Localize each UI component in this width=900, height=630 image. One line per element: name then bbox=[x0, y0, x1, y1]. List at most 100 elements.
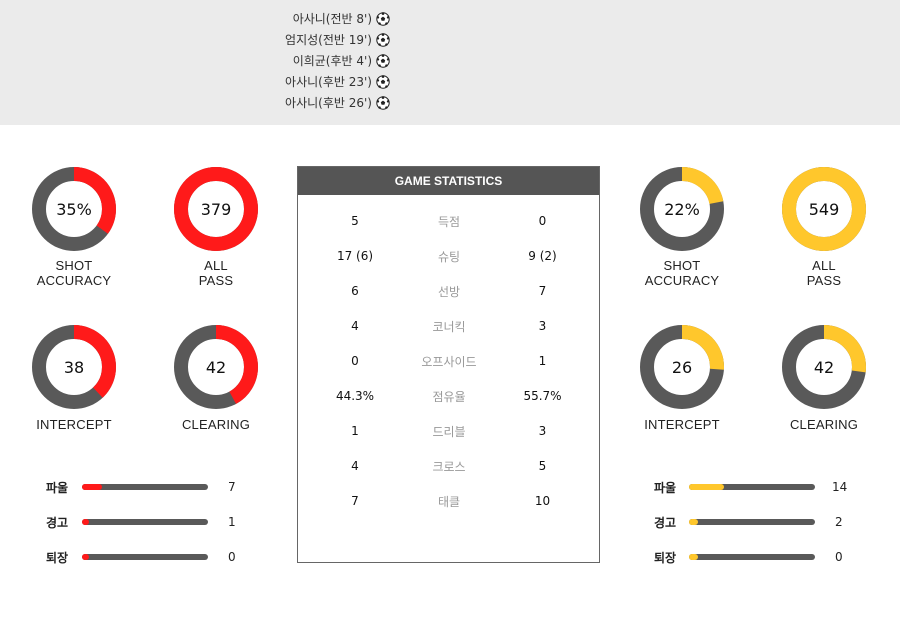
game-statistics-title: GAME STATISTICS bbox=[298, 167, 599, 195]
bar-label: 파울 bbox=[46, 480, 69, 495]
donut-arc bbox=[782, 167, 866, 251]
donut-value: 549 bbox=[808, 199, 840, 219]
bar-value: 14 bbox=[832, 480, 848, 494]
away-intercept-label: INTERCEPT bbox=[622, 417, 742, 432]
stat-name: 슈팅 bbox=[437, 249, 461, 264]
stat-home-value: 7 bbox=[351, 494, 359, 508]
goal-text: 아사니(전반 8') bbox=[292, 12, 372, 26]
bar-value: 7 bbox=[228, 480, 236, 494]
home-intercept-label: INTERCEPT bbox=[14, 417, 134, 432]
home-foul-bar: 파울 7 bbox=[46, 479, 236, 495]
label-line: ALL bbox=[204, 258, 228, 273]
stat-away-value: 55.7% bbox=[523, 389, 562, 403]
soccer-ball-icon bbox=[376, 74, 390, 89]
stat-away-value: 7 bbox=[538, 284, 547, 298]
donut-value: 42 bbox=[205, 357, 227, 377]
bar-value: 1 bbox=[228, 515, 236, 529]
donut-value: 38 bbox=[63, 357, 85, 377]
bar-label: 파울 bbox=[654, 480, 677, 495]
away-shot-accuracy-donut: 22% bbox=[638, 165, 726, 253]
bar-value: 0 bbox=[835, 550, 843, 564]
stat-name: 태클 bbox=[437, 494, 461, 509]
soccer-ball-icon bbox=[376, 53, 390, 68]
stat-name: 크로스 bbox=[432, 459, 466, 474]
donut-value: 379 bbox=[200, 199, 232, 219]
away-warning-bar: 경고 2 bbox=[654, 514, 843, 530]
stat-home-value: 5 bbox=[351, 214, 359, 228]
stat-away-value: 3 bbox=[538, 424, 547, 438]
bar-track bbox=[82, 484, 208, 490]
away-foul-bar: 파울 14 bbox=[654, 479, 847, 495]
soccer-ball-icon bbox=[376, 11, 390, 26]
stat-row: 4 크로스 5 bbox=[298, 458, 599, 474]
home-clearing-label: CLEARING bbox=[156, 417, 276, 432]
label-line: CLEARING bbox=[181, 417, 251, 432]
bar-fill bbox=[82, 484, 103, 490]
stat-name: 점유율 bbox=[432, 389, 466, 404]
bar-track bbox=[689, 554, 815, 560]
stat-home-value: 4 bbox=[351, 459, 359, 473]
goal-list: 아사니(전반 8') 엄지성(전반 19') 이희균(후반 4') 아사니(후반… bbox=[250, 8, 390, 113]
label-line: SHOT bbox=[55, 258, 93, 273]
stat-row: 0 오프사이드 1 bbox=[298, 353, 599, 369]
home-sendoff-bar: 퇴장 0 bbox=[46, 549, 236, 565]
stat-row: 6 선방 7 bbox=[298, 283, 599, 299]
stat-home-value: 1 bbox=[351, 424, 359, 438]
goal-text: 아사니(후반 23') bbox=[285, 75, 372, 89]
stat-home-value: 4 bbox=[351, 319, 359, 333]
bar-fill bbox=[82, 554, 89, 560]
donut-arc bbox=[174, 325, 258, 409]
away-all-pass-label: ALL PASS bbox=[764, 258, 884, 288]
home-intercept-donut: 38 bbox=[30, 323, 118, 411]
label-line: ALL bbox=[812, 258, 836, 273]
donut-arc bbox=[640, 167, 724, 251]
game-statistics-panel: GAME STATISTICS 5 득점 0 17 (6) 슈팅 9 (2) 6 선방 7 … bbox=[297, 166, 600, 563]
stat-row: 5 득점 0 bbox=[298, 213, 599, 229]
goal-text: 이희균(후반 4') bbox=[292, 54, 372, 68]
goal-entry: 아사니(후반 23') bbox=[250, 71, 390, 92]
away-clearing-label: CLEARING bbox=[764, 417, 884, 432]
away-clearing-donut: 42 bbox=[780, 323, 868, 411]
stat-row: 4 코너킥 3 bbox=[298, 318, 599, 334]
bar-fill bbox=[689, 554, 698, 560]
stat-away-value: 0 bbox=[538, 214, 547, 228]
stat-home-value: 17 (6) bbox=[336, 249, 374, 263]
stat-row: 44.3% 점유율 55.7% bbox=[298, 388, 599, 404]
label-line: ACCURACY bbox=[36, 273, 112, 288]
label-line: PASS bbox=[806, 273, 842, 288]
stat-home-value: 6 bbox=[351, 284, 359, 298]
away-shot-accuracy-label: SHOT ACCURACY bbox=[622, 258, 742, 288]
label-line: SHOT bbox=[663, 258, 701, 273]
bar-fill bbox=[689, 519, 698, 525]
donut-arc bbox=[32, 325, 116, 409]
bar-track bbox=[82, 554, 208, 560]
stat-name: 오프사이드 bbox=[421, 354, 477, 369]
donut-arc bbox=[174, 167, 258, 251]
goal-entry: 아사니(후반 26') bbox=[250, 92, 390, 113]
stat-row: 1 드리블 3 bbox=[298, 423, 599, 439]
home-clearing-donut: 42 bbox=[172, 323, 260, 411]
goal-text: 엄지성(전반 19') bbox=[285, 33, 372, 47]
donut-value: 35% bbox=[56, 199, 92, 219]
stat-away-value: 5 bbox=[538, 459, 547, 473]
label-line: ACCURACY bbox=[644, 273, 720, 288]
stat-row: 7 태클 10 bbox=[298, 493, 599, 509]
goal-entry: 엄지성(전반 19') bbox=[250, 29, 390, 50]
stat-name: 득점 bbox=[437, 214, 461, 229]
soccer-ball-icon bbox=[376, 95, 390, 110]
home-all-pass-donut: 379 bbox=[172, 165, 260, 253]
stat-away-value: 3 bbox=[538, 319, 547, 333]
stat-home-value: 0 bbox=[351, 354, 359, 368]
bar-label: 퇴장 bbox=[46, 550, 69, 565]
home-shot-accuracy-donut: 35% bbox=[30, 165, 118, 253]
bar-track bbox=[689, 484, 815, 490]
stat-away-value: 9 (2) bbox=[528, 249, 557, 263]
donut-arc bbox=[32, 167, 116, 251]
away-all-pass-donut: 549 bbox=[780, 165, 868, 253]
home-all-pass-label: ALL PASS bbox=[156, 258, 276, 288]
label-line: INTERCEPT bbox=[644, 417, 720, 432]
stat-row: 17 (6) 슈팅 9 (2) bbox=[298, 248, 599, 264]
bar-value: 2 bbox=[835, 515, 843, 529]
bar-value: 0 bbox=[228, 550, 236, 564]
goal-text: 아사니(후반 26') bbox=[285, 96, 372, 110]
